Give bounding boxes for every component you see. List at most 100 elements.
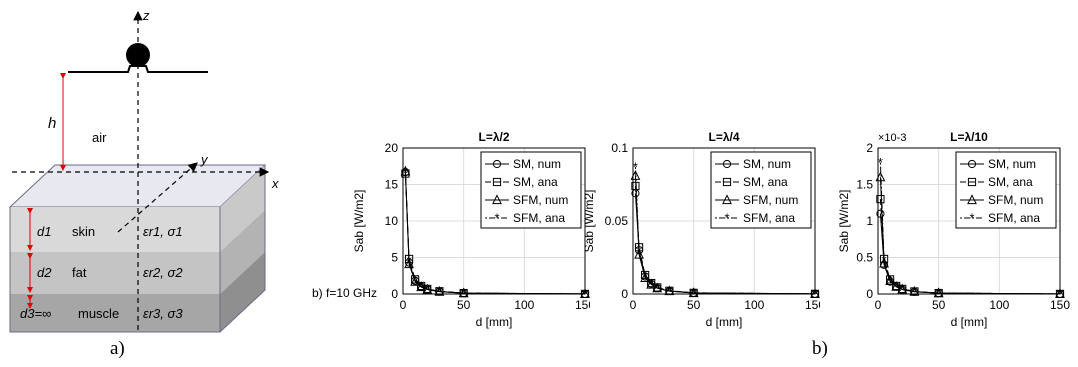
- chart-lambda-half: 05010015005101520L=λ/2d [mm]Sab [W/m2]**…: [352, 130, 590, 329]
- legend-marker: [722, 159, 732, 169]
- x-tick-label: 50: [687, 298, 701, 312]
- y-tick-label: 1: [866, 214, 873, 228]
- x-axis-label: d [mm]: [706, 315, 743, 329]
- data-point: [580, 288, 590, 299]
- data-point: *: [878, 155, 883, 170]
- legend-marker: [967, 194, 977, 205]
- d1-label: d1: [37, 224, 51, 239]
- data-point: *: [655, 280, 660, 295]
- y-exponent-label: ×10-3: [878, 132, 906, 144]
- z-axis-label: z: [142, 8, 150, 23]
- legend-marker: [722, 177, 732, 187]
- legend-label: SM, ana: [988, 175, 1033, 189]
- x-tick-label: 0: [630, 298, 637, 312]
- air-label: air: [92, 130, 107, 145]
- data-point: *: [894, 279, 899, 294]
- layer-muscle-front: [10, 294, 220, 332]
- data-point: *: [936, 286, 941, 301]
- legend-box: [955, 151, 1057, 229]
- series-line: [879, 162, 1061, 295]
- data-point: [410, 275, 421, 286]
- antenna-source: [126, 43, 150, 67]
- x-tick-label: 100: [744, 298, 764, 312]
- data-point: [897, 283, 908, 294]
- data-point: *: [403, 165, 408, 180]
- legend-marker: [492, 177, 502, 187]
- caption-b: b): [812, 338, 828, 359]
- data-point: [640, 272, 651, 283]
- y-tick-label: 0.1: [611, 141, 628, 155]
- data-point: [876, 209, 885, 218]
- data-point: [630, 170, 641, 180]
- y-tick-label: 0: [621, 287, 628, 301]
- data-point: [891, 280, 902, 291]
- data-point: [885, 275, 896, 285]
- y-axis-label: Sab [W/m2]: [838, 190, 851, 253]
- data-point: *: [1057, 286, 1062, 301]
- chart-lambda-tenth: 0 50 100 150 0 0.5 1 1.5 2 L=λ/10 ×10-3 d [mm] Sab […: [838, 130, 1070, 329]
- chart-title: L=λ/10: [950, 130, 988, 144]
- data-point: [652, 282, 663, 293]
- data-point: *: [888, 273, 893, 288]
- x-tick-label: 100: [514, 298, 534, 312]
- x-axis-label: x: [271, 176, 279, 191]
- legend-label: SM, num: [513, 157, 561, 171]
- fat-label: fat: [72, 265, 87, 280]
- data-point: [634, 248, 644, 259]
- legend-label: SFM, ana: [743, 211, 795, 225]
- data-point: [646, 278, 657, 289]
- legend-label: SFM, num: [743, 193, 798, 207]
- data-point: *: [425, 282, 430, 297]
- muscle-label: muscle: [78, 306, 119, 321]
- series-line: [404, 172, 586, 295]
- y-tick-label: 20: [385, 141, 399, 155]
- legend-marker: *: [724, 211, 729, 226]
- layer-muscle-side: [220, 252, 265, 332]
- x-tick-label: 0: [400, 298, 407, 312]
- data-point: *: [582, 286, 587, 301]
- legend-label: SFM, ana: [988, 211, 1040, 225]
- data-point: *: [882, 253, 887, 268]
- y-tick-label: 0: [391, 287, 398, 301]
- data-point: [875, 171, 886, 182]
- data-point: *: [419, 279, 424, 294]
- data-point: *: [691, 285, 696, 300]
- data-point: *: [912, 284, 917, 299]
- muscle-props: εr3, σ3: [143, 306, 183, 321]
- legend-marker: [967, 177, 977, 187]
- tissue-schematic: z y x h air d1 skin εr1, σ1 d2 fat εr2, …: [8, 8, 279, 333]
- data-point: *: [649, 276, 654, 291]
- legend-label: SFM, num: [988, 193, 1043, 207]
- x-axis-label: d [mm]: [476, 315, 513, 329]
- data-point: [411, 275, 420, 284]
- plot-frame: [402, 147, 586, 295]
- legend-marker: [967, 159, 977, 169]
- data-point: *: [413, 273, 418, 288]
- y-tick-label: 0.5: [856, 251, 873, 265]
- layer-fat-front: [10, 252, 220, 294]
- height-label: h: [48, 115, 56, 132]
- y-tick-label: 10: [385, 214, 399, 228]
- frequency-label: b) f=10 GHz: [312, 286, 378, 300]
- legend-marker: *: [494, 211, 499, 226]
- y-tick-label: 15: [385, 178, 399, 192]
- layer-fat-side: [220, 210, 265, 294]
- data-point: *: [407, 254, 412, 269]
- chart-title: L=λ/2: [478, 130, 509, 144]
- legend-marker: [492, 159, 502, 169]
- legend-label: SM, num: [743, 157, 791, 171]
- x-tick-label: 150: [575, 298, 590, 312]
- data-point: [416, 281, 427, 292]
- d2-label: d2: [37, 265, 52, 280]
- data-point: [400, 165, 411, 176]
- data-point: [879, 257, 889, 268]
- caption-a: a): [110, 338, 125, 359]
- y-tick-label: 2: [866, 141, 873, 155]
- data-point: *: [643, 269, 648, 284]
- y-axis-label: Sab [W/m2]: [582, 190, 596, 253]
- data-point: *: [633, 159, 638, 174]
- data-point: *: [812, 286, 817, 301]
- x-tick-label: 150: [1050, 298, 1070, 312]
- legend-box: [480, 151, 582, 229]
